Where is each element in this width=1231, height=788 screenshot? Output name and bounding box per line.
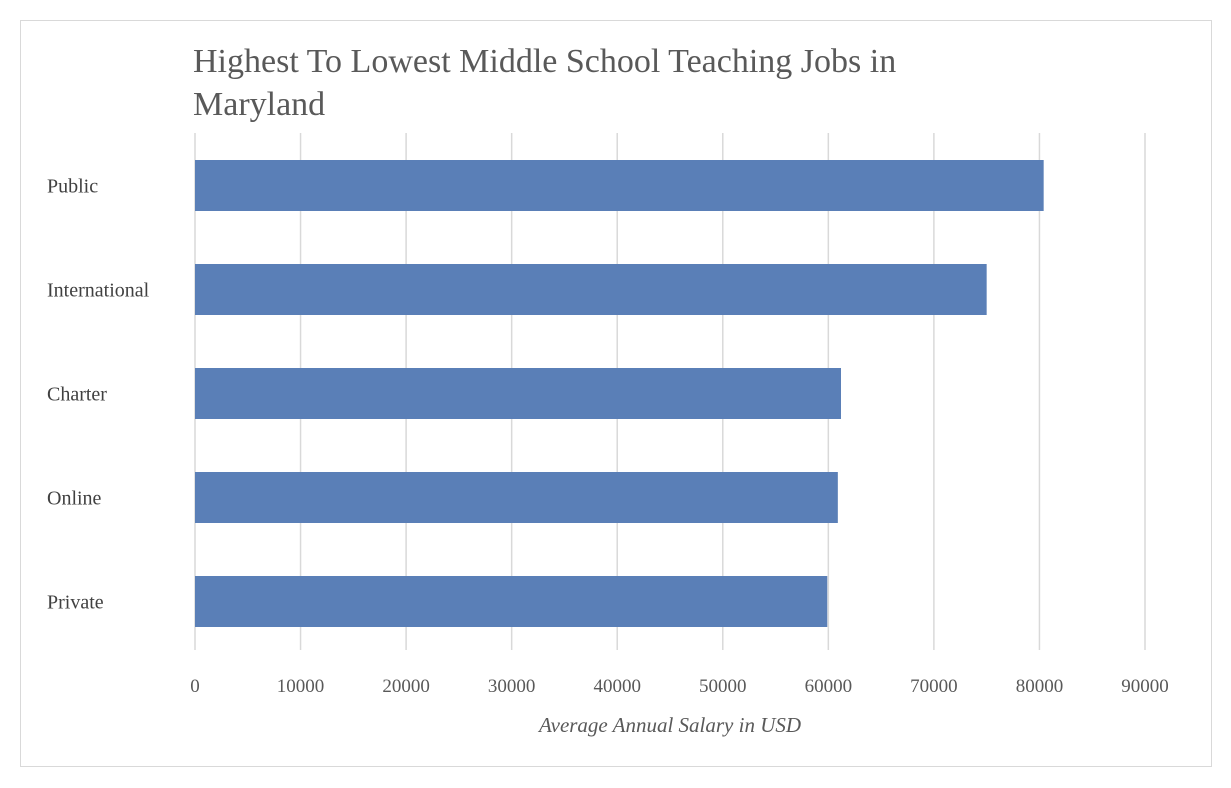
bar-charter [195, 368, 841, 419]
bar-online [195, 472, 838, 523]
bar-private [195, 576, 828, 627]
x-tick-label: 20000 [382, 676, 430, 697]
category-label: Online [47, 488, 102, 510]
category-label: Charter [47, 384, 107, 406]
x-tick-label: 0 [190, 676, 200, 697]
x-tick-label: 10000 [277, 676, 325, 697]
x-tick-label: 60000 [805, 676, 853, 697]
chart-title-line-1: Highest To Lowest Middle School Teaching… [193, 43, 896, 80]
bar-international [195, 264, 987, 315]
chart-title-line-2: Maryland [193, 86, 325, 123]
x-tick-label: 70000 [910, 676, 958, 697]
category-label: Public [47, 176, 98, 198]
x-tick-label: 40000 [593, 676, 641, 697]
x-tick-label: 50000 [699, 676, 747, 697]
category-label: Private [47, 592, 104, 614]
x-axis-label: Average Annual Salary in USD [537, 713, 801, 737]
bar-public [195, 160, 1044, 211]
x-tick-label: 90000 [1121, 676, 1169, 697]
x-tick-label: 80000 [1016, 676, 1064, 697]
x-tick-label: 30000 [488, 676, 536, 697]
category-label: International [47, 280, 150, 302]
